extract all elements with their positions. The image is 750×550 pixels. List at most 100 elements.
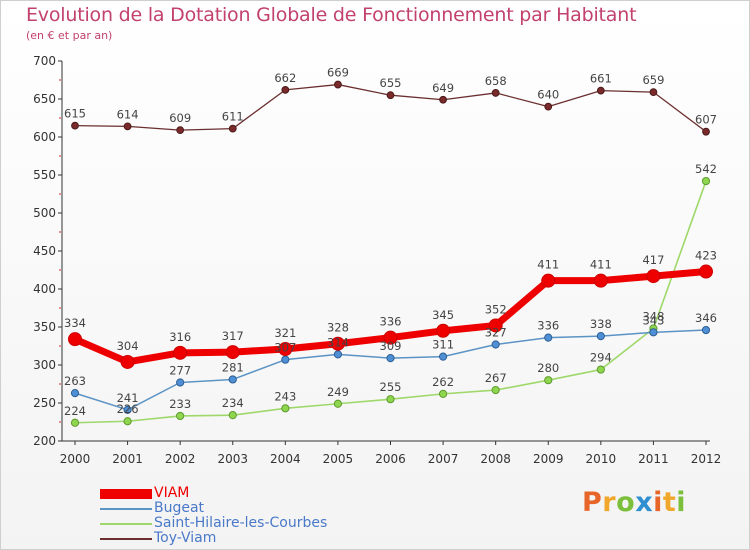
data-point-viam bbox=[225, 345, 240, 360]
data-point-bugeat bbox=[544, 333, 553, 342]
data-point-toy-viam bbox=[702, 127, 710, 136]
data-point-saint-hilaire-les-courbes bbox=[596, 365, 605, 374]
x-tick-label: 2006 bbox=[375, 452, 406, 466]
legend-swatch-bugeat bbox=[100, 507, 152, 510]
data-point-toy-viam bbox=[334, 80, 342, 89]
data-point-viam bbox=[330, 336, 345, 351]
data-label-toy-viam: 611 bbox=[222, 110, 244, 124]
data-label-saint-hilaire-les-courbes: 348 bbox=[642, 310, 664, 324]
data-label-bugeat: 263 bbox=[64, 374, 86, 388]
data-point-toy-viam bbox=[439, 95, 447, 104]
data-label-viam: 317 bbox=[222, 329, 244, 343]
data-point-bugeat bbox=[491, 340, 500, 349]
data-label-bugeat: 241 bbox=[117, 391, 139, 405]
data-point-viam bbox=[593, 273, 608, 288]
data-point-saint-hilaire-les-courbes bbox=[701, 176, 711, 186]
x-tick-label: 2009 bbox=[533, 452, 564, 466]
data-point-viam bbox=[646, 269, 661, 284]
data-point-bugeat bbox=[281, 355, 290, 364]
data-label-bugeat: 336 bbox=[537, 319, 559, 333]
data-label-toy-viam: 659 bbox=[642, 73, 664, 87]
data-label-bugeat: 309 bbox=[380, 339, 402, 353]
y-tick-label: 300 bbox=[33, 358, 56, 372]
data-label-viam: 411 bbox=[590, 258, 612, 272]
data-point-bugeat bbox=[70, 389, 80, 398]
data-label-viam: 423 bbox=[695, 249, 717, 263]
data-label-bugeat: 281 bbox=[222, 360, 244, 374]
x-tick-label: 2008 bbox=[480, 452, 511, 466]
y-tick-label: 550 bbox=[33, 168, 56, 182]
data-point-bugeat bbox=[596, 332, 605, 341]
data-point-viam bbox=[278, 342, 293, 357]
data-point-toy-viam bbox=[71, 121, 79, 130]
data-label-saint-hilaire-les-courbes: 262 bbox=[432, 375, 454, 389]
data-point-viam bbox=[120, 354, 135, 369]
y-tick-label: 700 bbox=[33, 54, 56, 68]
data-point-saint-hilaire-les-courbes bbox=[70, 418, 80, 427]
legend-label-toy-viam: Toy-Viam bbox=[154, 530, 217, 546]
x-tick-label: 2004 bbox=[270, 452, 301, 466]
legend-swatch-viam bbox=[100, 488, 152, 499]
proxiti-logo: Proxiti bbox=[582, 487, 686, 518]
chart-title: Evolution de la Dotation Globale de Fonc… bbox=[26, 4, 637, 26]
data-label-toy-viam: 640 bbox=[537, 88, 559, 102]
x-tick-label: 2000 bbox=[60, 452, 91, 466]
logo-letter: i bbox=[653, 487, 663, 518]
data-point-toy-viam bbox=[123, 122, 132, 131]
data-point-viam bbox=[383, 330, 398, 345]
data-point-viam bbox=[436, 323, 451, 338]
y-tick-label: 600 bbox=[33, 130, 56, 144]
data-label-bugeat: 314 bbox=[327, 335, 349, 349]
y-tick-label: 500 bbox=[33, 206, 56, 220]
data-point-toy-viam bbox=[544, 102, 553, 111]
data-label-viam: 334 bbox=[64, 316, 86, 330]
x-tick-label: 2011 bbox=[638, 452, 669, 466]
data-label-saint-hilaire-les-courbes: 226 bbox=[117, 402, 139, 416]
data-point-viam bbox=[541, 273, 556, 288]
data-point-bugeat bbox=[701, 325, 711, 335]
y-tick-label: 400 bbox=[33, 282, 56, 296]
data-label-viam: 345 bbox=[432, 308, 454, 322]
legend-label-saint-hilaire: Saint-Hilaire-les-Courbes bbox=[154, 515, 328, 531]
data-label-viam: 321 bbox=[274, 326, 296, 340]
data-point-bugeat bbox=[438, 352, 448, 361]
logo-letter: i bbox=[676, 487, 687, 518]
data-point-bugeat bbox=[228, 375, 237, 384]
x-tick-label: 2002 bbox=[165, 452, 196, 466]
data-label-saint-hilaire-les-courbes: 267 bbox=[485, 371, 507, 385]
data-label-viam: 336 bbox=[380, 315, 402, 329]
data-label-saint-hilaire-les-courbes: 224 bbox=[64, 404, 86, 418]
data-point-toy-viam bbox=[386, 91, 395, 100]
data-point-saint-hilaire-les-courbes bbox=[438, 389, 448, 398]
data-label-bugeat: 327 bbox=[485, 325, 507, 339]
data-point-bugeat bbox=[176, 378, 185, 387]
logo-letter: o bbox=[616, 487, 636, 518]
data-label-viam: 316 bbox=[169, 330, 191, 344]
x-tick-label: 2012 bbox=[691, 452, 722, 466]
data-label-toy-viam: 614 bbox=[117, 107, 139, 121]
data-label-toy-viam: 609 bbox=[169, 111, 191, 125]
data-point-toy-viam bbox=[649, 88, 658, 97]
y-tick-label: 200 bbox=[33, 434, 56, 448]
data-point-saint-hilaire-les-courbes bbox=[281, 404, 290, 413]
y-tick-label: 650 bbox=[33, 92, 56, 106]
data-point-saint-hilaire-les-courbes bbox=[176, 411, 185, 421]
data-label-viam: 304 bbox=[117, 339, 139, 353]
data-label-saint-hilaire-les-courbes: 294 bbox=[590, 351, 612, 365]
data-label-saint-hilaire-les-courbes: 542 bbox=[695, 162, 717, 176]
y-tick-label: 450 bbox=[33, 244, 56, 258]
data-point-toy-viam bbox=[491, 89, 500, 97]
data-label-viam: 352 bbox=[485, 302, 507, 316]
data-point-toy-viam bbox=[596, 86, 605, 95]
data-point-saint-hilaire-les-courbes bbox=[228, 411, 237, 420]
data-point-saint-hilaire-les-courbes bbox=[123, 417, 132, 426]
data-point-saint-hilaire-les-courbes bbox=[544, 376, 553, 385]
data-label-saint-hilaire-les-courbes: 255 bbox=[380, 380, 402, 394]
data-label-saint-hilaire-les-courbes: 234 bbox=[222, 396, 244, 410]
legend-swatch-saint-hilaire bbox=[100, 522, 152, 525]
data-point-toy-viam bbox=[228, 124, 237, 133]
data-label-toy-viam: 615 bbox=[64, 107, 86, 121]
x-tick-label: 2007 bbox=[428, 452, 459, 466]
data-label-toy-viam: 661 bbox=[590, 72, 612, 86]
